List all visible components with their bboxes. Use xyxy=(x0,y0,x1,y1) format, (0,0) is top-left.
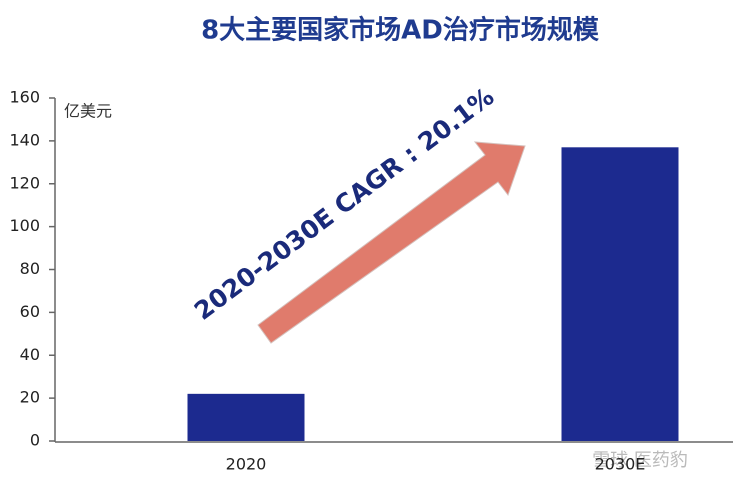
y-tick-label: 60 xyxy=(20,302,40,321)
y-tick-label: 0 xyxy=(30,431,40,450)
y-tick-label: 80 xyxy=(20,259,40,278)
y-tick-label: 140 xyxy=(9,130,40,149)
y-tick-label: 20 xyxy=(20,388,40,407)
x-tick-label: 2030E xyxy=(595,455,646,474)
trend-arrow xyxy=(257,141,526,344)
bar xyxy=(187,393,305,441)
y-tick-label: 40 xyxy=(20,345,40,364)
watermark: 雪球 医药豹 xyxy=(592,450,688,471)
chart-title: 8大主要国家市场AD治疗市场规模 xyxy=(201,15,600,46)
y-tick-label: 160 xyxy=(9,88,40,107)
y-axis-unit: 亿美元 xyxy=(64,102,112,121)
bar xyxy=(561,147,679,441)
y-tick-label: 120 xyxy=(9,173,40,192)
y-tick-label: 100 xyxy=(9,216,40,235)
x-tick-label: 2020 xyxy=(226,455,267,474)
